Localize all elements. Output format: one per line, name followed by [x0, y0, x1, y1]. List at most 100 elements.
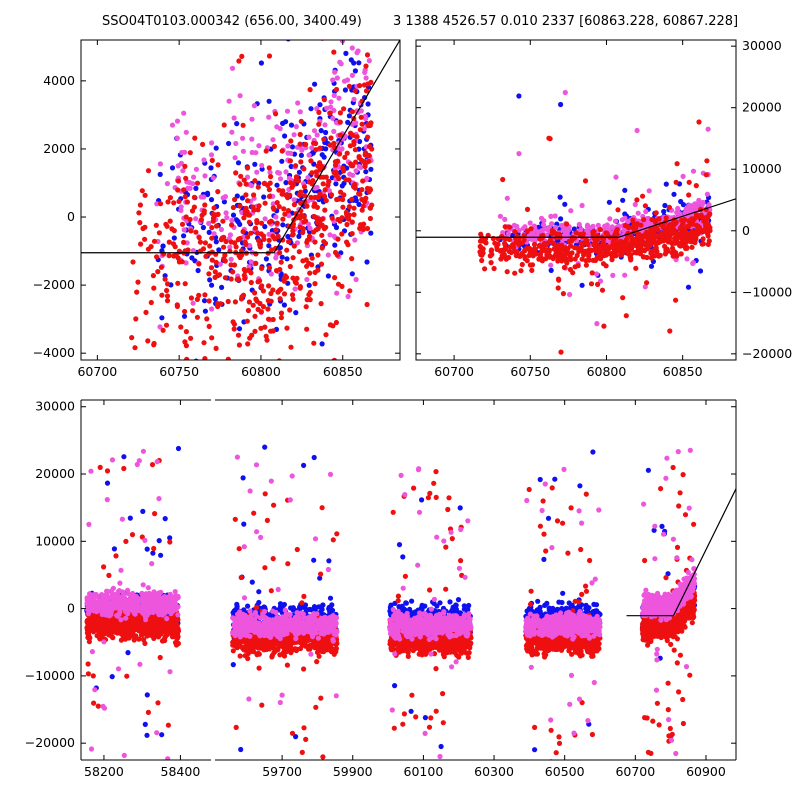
data-point — [192, 135, 198, 141]
data-point — [653, 246, 659, 252]
data-point — [210, 568, 215, 573]
data-point — [612, 218, 619, 224]
data-point — [350, 163, 356, 169]
data-point — [101, 595, 107, 601]
data-point — [183, 260, 189, 266]
data-point — [351, 96, 357, 102]
data-point — [558, 248, 564, 254]
data-point — [268, 298, 274, 304]
data-point — [255, 279, 261, 285]
data-point — [138, 626, 144, 633]
data-point — [579, 202, 585, 209]
data-point — [175, 612, 181, 618]
data-point — [308, 158, 314, 164]
data-point — [321, 136, 327, 142]
data-point — [578, 226, 584, 232]
data-point — [231, 115, 237, 121]
data-point — [101, 564, 107, 570]
data-point — [367, 122, 373, 128]
data-point — [366, 158, 372, 164]
data-point — [252, 161, 258, 167]
data-point — [286, 568, 291, 573]
data-point — [506, 236, 513, 243]
data-point — [321, 486, 326, 491]
data-point — [117, 580, 123, 586]
title-object-id: SSO04T0103.000342 (656.00, 3400.49) — [102, 14, 362, 29]
data-point — [229, 65, 236, 71]
data-point — [171, 200, 177, 206]
data-point — [317, 145, 323, 151]
data-point — [291, 197, 297, 203]
data-point — [119, 622, 125, 628]
data-point — [548, 267, 554, 273]
data-point — [301, 593, 307, 600]
data-point — [245, 603, 251, 609]
data-point — [193, 229, 199, 235]
data-point — [366, 143, 373, 150]
data-point — [365, 2, 370, 7]
data-point — [304, 276, 310, 283]
data-point — [191, 194, 197, 200]
data-point — [606, 199, 613, 205]
data-point — [351, 205, 357, 211]
data-point — [539, 258, 546, 264]
data-point — [216, 272, 223, 278]
data-point — [253, 260, 259, 266]
data-point — [163, 602, 169, 609]
data-point — [169, 122, 176, 128]
y-tick-label: −10000 — [742, 284, 792, 299]
data-point — [167, 218, 173, 224]
data-point — [327, 595, 334, 601]
data-point — [213, 345, 219, 351]
data-point — [252, 225, 259, 231]
data-point — [325, 252, 331, 258]
data-point — [181, 239, 187, 245]
data-point — [196, 292, 202, 298]
data-point — [299, 749, 305, 756]
data-point — [328, 104, 334, 110]
data-point — [258, 60, 264, 66]
data-point — [671, 191, 677, 197]
data-point — [334, 75, 340, 81]
data-point — [314, 659, 320, 665]
data-point — [158, 599, 164, 605]
data-point — [238, 296, 245, 302]
data-point — [633, 265, 639, 271]
y-tick-label: 2000 — [43, 141, 75, 156]
data-point — [230, 204, 236, 211]
data-point — [162, 516, 168, 522]
data-point — [316, 121, 322, 127]
data-point — [169, 594, 175, 600]
data-point — [314, 132, 320, 138]
data-point — [227, 232, 233, 238]
data-point — [684, 245, 690, 251]
data-point — [365, 81, 371, 87]
data-point — [289, 730, 296, 736]
data-point — [333, 319, 339, 326]
data-point — [158, 619, 164, 625]
data-point — [279, 148, 285, 154]
data-point — [359, 31, 364, 36]
data-point — [541, 240, 548, 247]
data-point — [318, 128, 324, 134]
data-point — [266, 193, 273, 199]
data-point — [237, 653, 243, 659]
data-point — [336, 176, 342, 182]
data-point — [276, 204, 282, 210]
data-point — [241, 521, 247, 527]
data-point — [291, 132, 297, 138]
data-point — [209, 140, 215, 146]
data-point — [194, 314, 200, 320]
data-point — [297, 284, 303, 290]
data-point — [648, 250, 654, 256]
data-point — [184, 199, 190, 205]
data-point — [120, 589, 126, 595]
data-point — [581, 250, 587, 256]
data-point — [363, 169, 369, 175]
data-point — [181, 313, 188, 319]
data-point — [208, 165, 214, 171]
data-point — [210, 175, 216, 181]
data-point — [225, 356, 231, 360]
data-point — [618, 252, 624, 258]
data-point — [235, 276, 241, 282]
